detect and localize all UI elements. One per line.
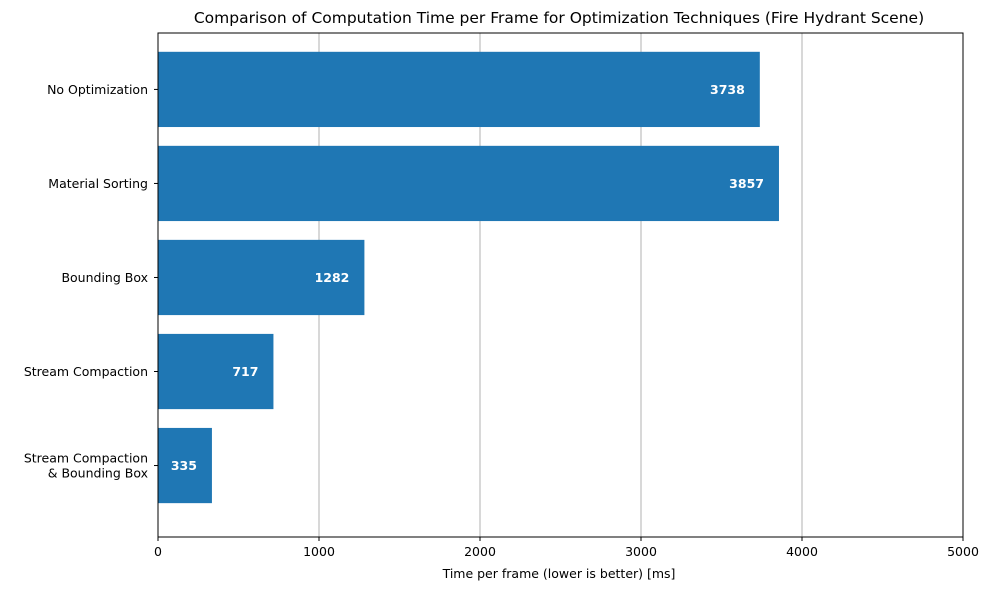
y-axis-ticks: No Optimization Material Sorting Bounding … (24, 82, 158, 481)
chart-title: Comparison of Computation Time per Frame… (194, 9, 924, 27)
bar-2 (158, 239, 365, 316)
x-tick-label: 0 (154, 544, 162, 559)
bar-value-label-4: 335 (171, 458, 197, 473)
y-category-label-4: Stream Compaction & Bounding Box (24, 451, 148, 481)
x-tick-label: 5000 (947, 544, 979, 559)
bar-value-label-3: 717 (232, 364, 258, 379)
x-tick-label: 2000 (464, 544, 496, 559)
bar-value-label-2: 1282 (315, 270, 350, 285)
plot-frame (157, 32, 964, 538)
x-tick-label: 1000 (303, 544, 335, 559)
x-axis-ticks: 0 1000 2000 3000 4000 5000 (154, 537, 979, 559)
bar-4 (158, 427, 212, 504)
bar-1 (158, 145, 779, 222)
y-category-label-1: Material Sorting (48, 176, 148, 191)
x-tick-label: 3000 (625, 544, 657, 559)
y-category-label-0: No Optimization (47, 82, 148, 97)
bars: 3738 3857 1282 717 335 (158, 51, 779, 504)
y-category-label-2: Bounding Box (61, 270, 148, 285)
x-axis-label: Time per frame (lower is better) [ms] (442, 566, 676, 581)
x-tick-label: 4000 (786, 544, 818, 559)
axes-frame (157, 32, 964, 538)
y-category-label-3: Stream Compaction (24, 364, 148, 379)
bar-3 (158, 333, 274, 410)
bar-value-label-0: 3738 (710, 82, 745, 97)
bar-value-label-1: 3857 (729, 176, 764, 191)
bar-0 (158, 51, 760, 128)
